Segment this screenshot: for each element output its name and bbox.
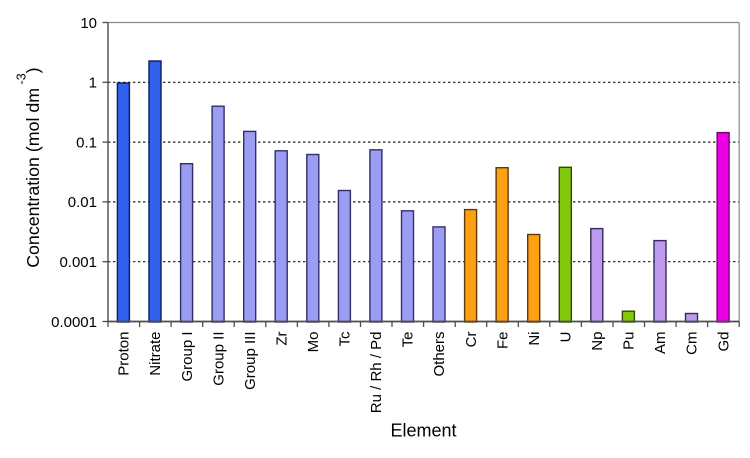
svg-text:Gd: Gd xyxy=(715,332,732,352)
svg-text:10: 10 xyxy=(80,15,97,32)
svg-text:Fe: Fe xyxy=(494,332,511,350)
svg-text:Pu: Pu xyxy=(621,332,638,350)
svg-text:0.001: 0.001 xyxy=(59,254,97,271)
svg-text:Nitrate: Nitrate xyxy=(147,332,164,376)
svg-text:Proton: Proton xyxy=(116,332,133,376)
svg-text:U: U xyxy=(558,332,575,343)
svg-text:Others: Others xyxy=(431,332,448,377)
svg-text:Zr: Zr xyxy=(273,332,290,346)
svg-text:Mo: Mo xyxy=(305,332,322,353)
svg-text:Ru / Rh / Pd: Ru / Rh / Pd xyxy=(368,332,385,414)
svg-text:Ni: Ni xyxy=(526,332,543,346)
svg-text:Tc: Tc xyxy=(337,331,354,347)
svg-text:Cr: Cr xyxy=(463,331,480,347)
svg-text:Te: Te xyxy=(400,332,417,348)
svg-text:0.1: 0.1 xyxy=(76,134,97,151)
svg-text:0.01: 0.01 xyxy=(68,194,97,211)
svg-text:Group II: Group II xyxy=(210,332,227,386)
svg-text:Am: Am xyxy=(652,332,669,355)
svg-text:Element: Element xyxy=(390,421,456,441)
svg-text:Cm: Cm xyxy=(684,332,701,355)
svg-text:1: 1 xyxy=(89,75,97,92)
svg-text:0.0001: 0.0001 xyxy=(51,314,97,331)
svg-text:Np: Np xyxy=(589,332,606,351)
svg-text:Group I: Group I xyxy=(179,332,196,382)
svg-text:Group III: Group III xyxy=(242,332,259,390)
